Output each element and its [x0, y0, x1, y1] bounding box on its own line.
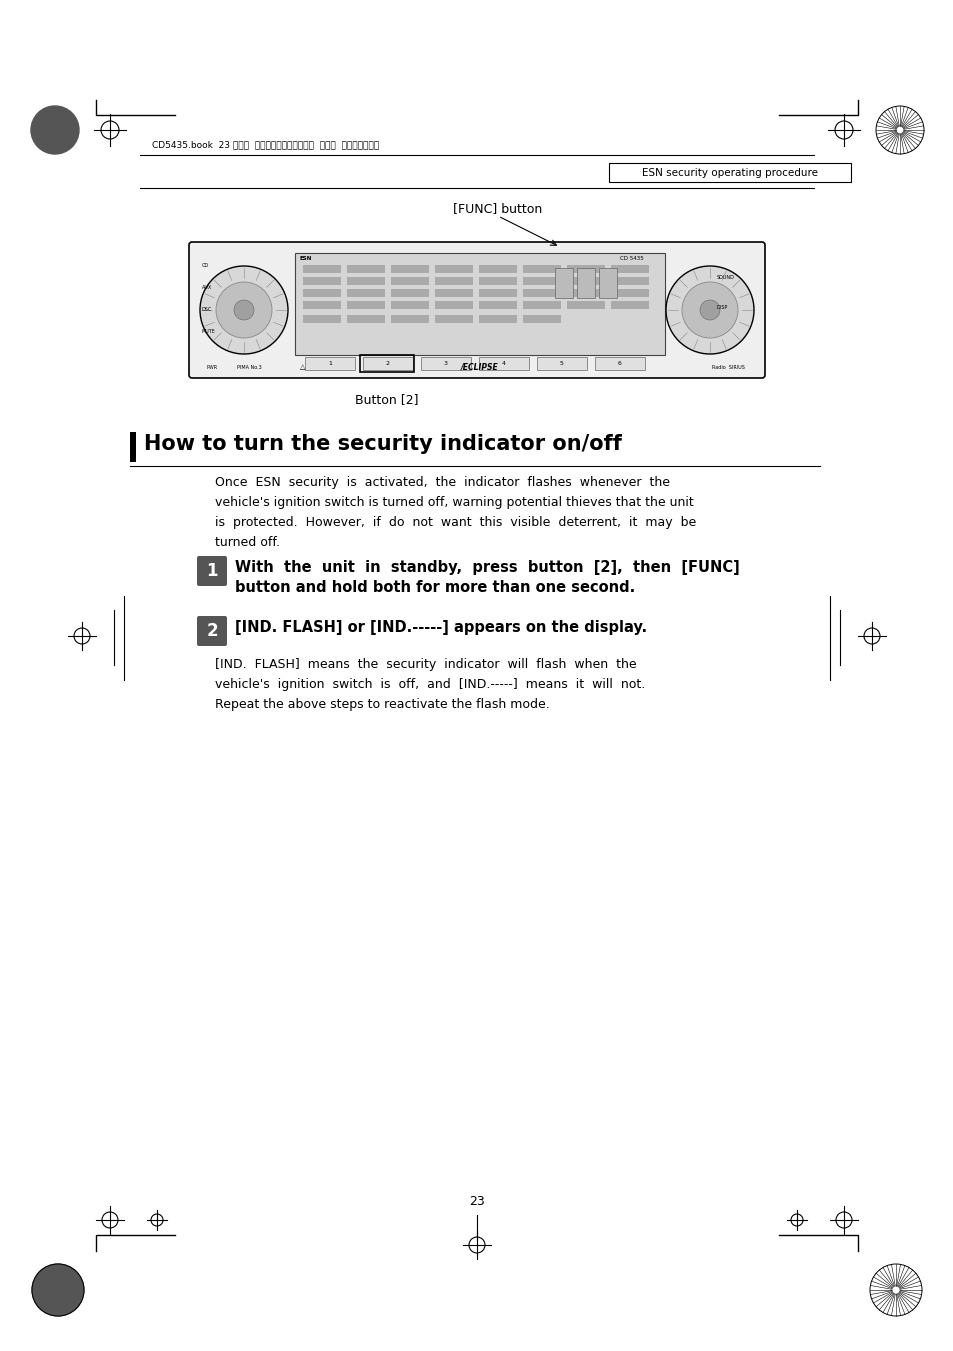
Bar [435, 289, 473, 297]
Text: DSC: DSC [202, 307, 212, 312]
Text: is  protected.  However,  if  do  not  want  this  visible  deterrent,  it  may : is protected. However, if do not want th… [214, 516, 696, 530]
Text: Button [2]: Button [2] [355, 393, 418, 407]
Bar [363, 357, 413, 370]
Bar [566, 277, 604, 285]
Bar [303, 265, 340, 273]
Text: /ECLIPSE: /ECLIPSE [460, 362, 498, 372]
Bar [610, 265, 648, 273]
Circle shape [700, 300, 720, 320]
Bar [478, 315, 517, 323]
Bar [598, 267, 617, 299]
Text: [FUNC] button: [FUNC] button [453, 203, 542, 215]
Bar [566, 265, 604, 273]
Text: vehicle's ignition switch is turned off, warning potential thieves that the unit: vehicle's ignition switch is turned off,… [214, 496, 693, 509]
Bar [359, 355, 414, 372]
Text: Once  ESN  security  is  activated,  the  indicator  flashes  whenever  the: Once ESN security is activated, the indi… [214, 476, 669, 489]
Text: 23: 23 [469, 1196, 484, 1208]
Text: [IND.  FLASH]  means  the  security  indicator  will  flash  when  the: [IND. FLASH] means the security indicato… [214, 658, 636, 671]
Circle shape [32, 1265, 84, 1316]
Bar [555, 267, 573, 299]
Bar [522, 301, 560, 309]
Bar [347, 265, 385, 273]
Circle shape [681, 282, 738, 338]
Text: 1: 1 [206, 562, 217, 580]
Bar [347, 277, 385, 285]
Text: △: △ [299, 363, 305, 370]
Text: [IND. FLASH] or [IND.-----] appears on the display.: [IND. FLASH] or [IND.-----] appears on t… [234, 620, 646, 635]
Bar [391, 301, 429, 309]
Text: 5: 5 [559, 361, 563, 366]
Bar [305, 357, 355, 370]
Bar [478, 265, 517, 273]
Circle shape [665, 266, 753, 354]
Text: 2: 2 [386, 361, 390, 366]
Text: CD: CD [202, 263, 209, 267]
Text: AUX: AUX [202, 285, 212, 290]
Bar [294, 253, 664, 355]
Bar [566, 301, 604, 309]
Bar [478, 277, 517, 285]
Bar [347, 315, 385, 323]
Bar [610, 289, 648, 297]
Bar [303, 277, 340, 285]
Text: CD5435.book  23 ページ  ２００４年１２月１１日  土曜日  午後５時２９分: CD5435.book 23 ページ ２００４年１２月１１日 土曜日 午後５時２… [152, 141, 378, 149]
Bar [478, 357, 529, 370]
Bar [435, 265, 473, 273]
Bar [608, 163, 850, 182]
Text: DISP: DISP [717, 305, 727, 309]
Bar [435, 315, 473, 323]
Bar [522, 315, 560, 323]
Text: button and hold both for more than one second.: button and hold both for more than one s… [234, 580, 635, 594]
Text: 3: 3 [443, 361, 448, 366]
Text: 2: 2 [206, 621, 217, 640]
Bar [478, 301, 517, 309]
FancyBboxPatch shape [196, 616, 227, 646]
Bar [610, 277, 648, 285]
Bar [566, 289, 604, 297]
Text: MUTE: MUTE [202, 330, 215, 334]
Bar [435, 301, 473, 309]
Bar [347, 301, 385, 309]
Text: 4: 4 [501, 361, 505, 366]
Bar [478, 289, 517, 297]
Text: 1: 1 [328, 361, 332, 366]
Bar [391, 315, 429, 323]
Bar [130, 432, 136, 462]
Text: vehicle's  ignition  switch  is  off,  and  [IND.-----]  means  it  will  not.: vehicle's ignition switch is off, and [I… [214, 678, 644, 690]
Text: ESN: ESN [299, 255, 312, 261]
Bar [391, 277, 429, 285]
Bar [303, 301, 340, 309]
Circle shape [200, 266, 288, 354]
Bar [537, 357, 586, 370]
Bar [522, 265, 560, 273]
Bar [435, 277, 473, 285]
Text: turned off.: turned off. [214, 536, 280, 549]
Circle shape [30, 105, 79, 154]
Bar [391, 289, 429, 297]
Text: PIMA No.3: PIMA No.3 [236, 365, 261, 370]
Text: CD 5435: CD 5435 [619, 255, 643, 261]
Bar [347, 289, 385, 297]
Bar [522, 289, 560, 297]
Text: 6: 6 [618, 361, 621, 366]
Bar [303, 315, 340, 323]
Bar [522, 277, 560, 285]
Text: ESN security operating procedure: ESN security operating procedure [641, 168, 817, 177]
Text: Radio  SIRIUS: Radio SIRIUS [711, 365, 744, 370]
Text: PWR: PWR [207, 365, 218, 370]
Text: How to turn the security indicator on/off: How to turn the security indicator on/of… [144, 434, 621, 454]
FancyBboxPatch shape [196, 557, 227, 586]
Bar [391, 265, 429, 273]
Text: With  the  unit  in  standby,  press  button  [2],  then  [FUNC]: With the unit in standby, press button [… [234, 561, 739, 576]
Text: Repeat the above steps to reactivate the flash mode.: Repeat the above steps to reactivate the… [214, 698, 549, 711]
Bar [577, 267, 595, 299]
Bar [610, 301, 648, 309]
Circle shape [233, 300, 253, 320]
Circle shape [215, 282, 272, 338]
Bar [595, 357, 644, 370]
Bar [303, 289, 340, 297]
FancyBboxPatch shape [189, 242, 764, 378]
Bar [420, 357, 471, 370]
Text: SOUND: SOUND [717, 276, 734, 280]
